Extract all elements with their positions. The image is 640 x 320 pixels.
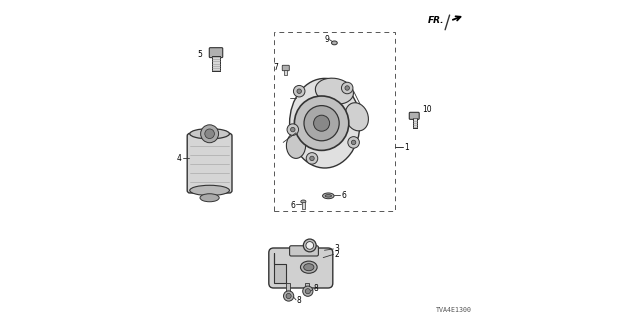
Circle shape: [205, 129, 214, 139]
Circle shape: [314, 115, 330, 131]
Circle shape: [284, 291, 294, 301]
Circle shape: [303, 286, 313, 296]
Circle shape: [287, 124, 298, 135]
Ellipse shape: [345, 103, 369, 131]
FancyBboxPatch shape: [282, 65, 289, 71]
Text: 4: 4: [177, 154, 182, 163]
Bar: [274, 32, 396, 211]
FancyBboxPatch shape: [209, 48, 223, 58]
FancyBboxPatch shape: [410, 112, 419, 119]
Circle shape: [291, 127, 295, 132]
Text: 6: 6: [341, 191, 346, 200]
Circle shape: [297, 89, 301, 93]
Ellipse shape: [316, 78, 353, 104]
Text: 1: 1: [404, 143, 409, 152]
Ellipse shape: [287, 133, 306, 158]
Text: 3: 3: [334, 244, 339, 253]
Text: 5: 5: [198, 50, 202, 59]
Polygon shape: [274, 253, 287, 283]
Text: 8: 8: [314, 284, 318, 293]
Ellipse shape: [189, 185, 230, 196]
Ellipse shape: [301, 261, 317, 273]
Circle shape: [345, 86, 349, 90]
Text: TVA4E1300: TVA4E1300: [436, 307, 472, 313]
Ellipse shape: [189, 129, 230, 139]
FancyBboxPatch shape: [269, 248, 333, 288]
Circle shape: [310, 156, 314, 161]
Text: 2: 2: [334, 250, 339, 259]
Circle shape: [307, 153, 317, 164]
Ellipse shape: [332, 41, 337, 45]
Circle shape: [293, 85, 305, 97]
Text: 10: 10: [422, 105, 432, 114]
Bar: [302, 202, 305, 209]
Circle shape: [304, 106, 339, 141]
FancyBboxPatch shape: [187, 133, 232, 193]
Bar: [285, 283, 291, 293]
Bar: [284, 70, 287, 75]
Circle shape: [306, 242, 314, 249]
FancyBboxPatch shape: [290, 246, 319, 256]
Circle shape: [351, 140, 356, 145]
Circle shape: [305, 289, 310, 294]
Ellipse shape: [290, 78, 360, 168]
Bar: [305, 283, 310, 293]
Circle shape: [303, 239, 316, 252]
Ellipse shape: [301, 200, 306, 203]
Bar: [211, 56, 220, 71]
Circle shape: [286, 293, 291, 299]
Text: 8: 8: [297, 296, 301, 305]
Text: 7: 7: [273, 63, 278, 72]
Circle shape: [342, 82, 353, 94]
Ellipse shape: [325, 195, 332, 197]
Bar: [413, 118, 417, 128]
Circle shape: [294, 96, 349, 150]
Ellipse shape: [200, 194, 219, 202]
Bar: [211, 56, 220, 71]
Text: FR.: FR.: [428, 16, 445, 25]
Ellipse shape: [304, 264, 314, 271]
Text: 6: 6: [291, 201, 296, 210]
Circle shape: [348, 137, 360, 148]
Ellipse shape: [323, 193, 334, 199]
Circle shape: [201, 125, 219, 143]
Bar: [413, 118, 417, 128]
Text: 9: 9: [324, 35, 329, 44]
